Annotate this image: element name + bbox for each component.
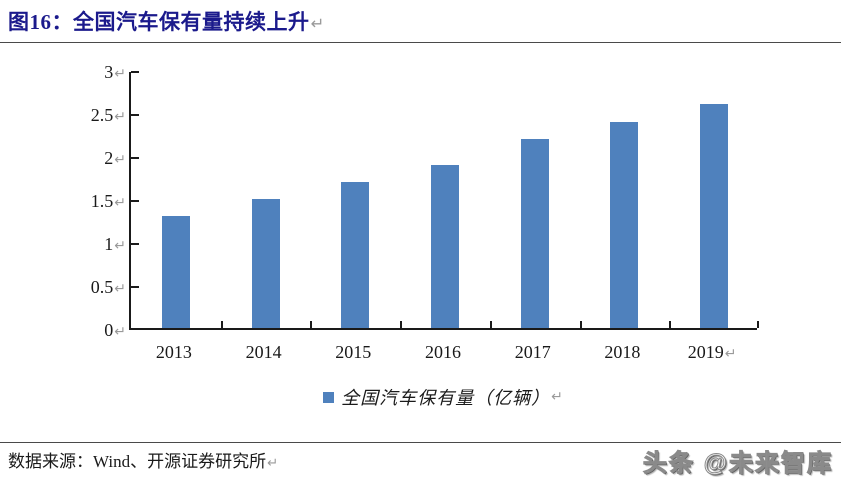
y-tick-value: 0.5 <box>90 277 114 297</box>
figure-title: 图16：全国汽车保有量持续上升↵ <box>8 6 325 36</box>
x-axis-tick <box>220 321 223 328</box>
x-tick-value: 2019 <box>687 342 724 362</box>
x-axis-tick <box>757 321 759 328</box>
x-tick-value: 2014 <box>245 342 282 362</box>
plot-area <box>129 71 759 330</box>
x-axis-tick <box>400 321 403 328</box>
y-axis-tick <box>131 286 139 288</box>
data-source-note: 数据来源：Wind、开源证券研究所↵ <box>8 447 278 472</box>
x-tick-value: 2016 <box>425 342 461 362</box>
bar-2016 <box>431 164 459 328</box>
y-tick-value: 2.5 <box>90 105 114 125</box>
y-axis-label-2.5: 2.5↵ <box>0 105 126 127</box>
watermark: 头条 @未来智库 <box>642 450 833 478</box>
x-axis-label-2016: 2016 <box>398 342 488 363</box>
x-axis-tick <box>579 321 582 328</box>
x-tick-value: 2017 <box>514 342 551 362</box>
y-axis-label-1.5: 1.5↵ <box>0 191 126 213</box>
bar-chart: 0↵ 0.5↵ 1↵ 1.5↵ 2↵ 2.5↵ 3↵ 2013 2014 2015 2016 201… <box>0 62 759 410</box>
y-axis-tick <box>131 157 139 159</box>
y-tick-value: 1 <box>104 234 114 254</box>
bar-2019 <box>700 104 729 328</box>
y-tick-value: 1.5 <box>90 191 114 211</box>
return-mark: ↵ <box>724 346 737 362</box>
bar-2018 <box>610 121 639 328</box>
x-tick-value: 2015 <box>335 342 372 362</box>
legend-swatch <box>323 391 335 403</box>
title-divider-line <box>0 42 841 43</box>
x-axis-label-2013: 2013 <box>129 342 219 363</box>
x-axis-label-2014: 2014 <box>219 342 309 363</box>
y-tick-value: 0 <box>104 320 114 340</box>
return-mark: ↵ <box>114 238 126 254</box>
bar-2015 <box>341 181 370 328</box>
y-tick-value: 2 <box>104 148 114 168</box>
data-source-text: 数据来源：Wind、开源证券研究所 <box>8 452 267 471</box>
return-mark: ↵ <box>114 281 126 297</box>
y-axis-tick <box>131 114 139 116</box>
legend-label: 全国汽车保有量（亿辆） <box>341 388 551 408</box>
legend-return-mark: ↵ <box>551 389 563 405</box>
y-axis-label-2: 2↵ <box>0 148 126 170</box>
return-mark: ↵ <box>114 109 126 125</box>
figure-title-text: 图16：全国汽车保有量持续上升 <box>8 10 310 34</box>
x-axis-label-2015: 2015 <box>308 342 398 363</box>
return-mark: ↵ <box>114 195 126 211</box>
return-mark: ↵ <box>114 66 126 82</box>
y-axis-label-1: 1↵ <box>0 234 126 256</box>
bar-2014 <box>251 199 280 328</box>
paragraph-return-mark: ↵ <box>310 14 325 33</box>
x-axis-tick <box>489 321 492 328</box>
return-mark: ↵ <box>114 324 126 340</box>
y-axis-label-3: 3↵ <box>0 62 126 84</box>
x-axis-tick <box>310 321 313 328</box>
x-axis-label-2018: 2018 <box>577 342 667 363</box>
x-axis-label-2017: 2017 <box>488 342 578 363</box>
y-tick-value: 3 <box>104 62 114 82</box>
footer-return-mark: ↵ <box>267 456 279 471</box>
x-tick-value: 2018 <box>604 342 641 362</box>
chart-legend: 全国汽车保有量（亿辆） ↵ <box>129 384 757 410</box>
x-axis-tick <box>669 321 672 328</box>
y-axis-tick <box>131 71 139 73</box>
return-mark: ↵ <box>114 152 126 168</box>
bar-2017 <box>520 138 549 328</box>
y-axis-tick <box>131 200 139 202</box>
y-axis-label-0: 0↵ <box>0 320 126 342</box>
bar-2013 <box>161 216 190 328</box>
footer-divider-line <box>0 442 841 443</box>
x-tick-value: 2013 <box>155 342 192 362</box>
x-axis-label-2019: 2019↵ <box>667 342 757 363</box>
y-axis-tick <box>131 243 139 245</box>
y-axis-label-0.5: 0.5↵ <box>0 277 126 299</box>
